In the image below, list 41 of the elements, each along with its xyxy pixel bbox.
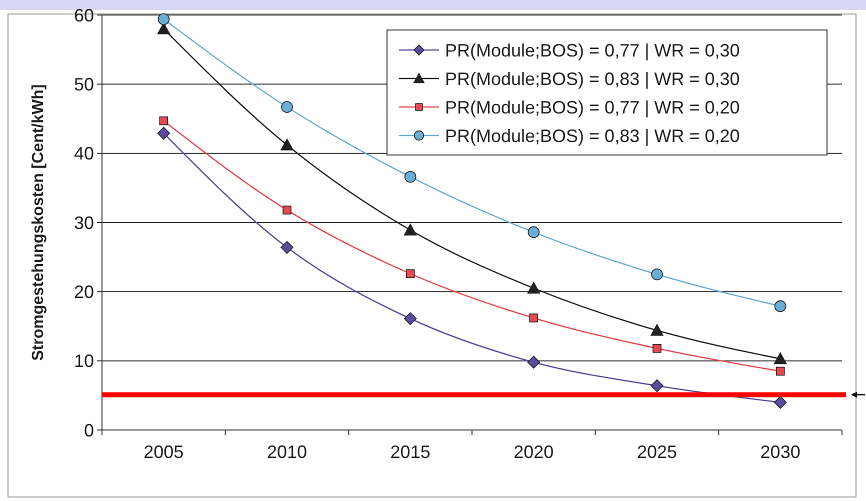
- point: [404, 312, 417, 326]
- point: [776, 366, 785, 376]
- legend-label: PR(Module;BOS) = 0,77 | WR = 0,30: [445, 40, 740, 60]
- x-tick-label: 2030: [760, 442, 800, 462]
- point: [527, 356, 540, 369]
- y-tick-label: 10: [74, 351, 94, 372]
- point: [159, 116, 168, 126]
- legend-label: PR(Module;BOS) = 0,77 | WR = 0,20: [445, 97, 740, 118]
- point: [774, 300, 786, 312]
- point: [527, 282, 540, 294]
- point: [282, 206, 292, 214]
- point: [529, 314, 538, 322]
- legend-label: PR(Module;BOS) = 0,83 | WR = 0,30: [445, 68, 740, 89]
- legend-label: PR(Module;BOS) = 0,83 | WR = 0,20: [445, 126, 740, 146]
- point: [774, 396, 787, 409]
- point: [406, 269, 415, 278]
- point: [281, 101, 293, 113]
- y-tick-label: 50: [74, 74, 94, 94]
- point: [280, 241, 294, 254]
- point: [404, 224, 417, 236]
- x-tick-label: 2020: [514, 442, 554, 462]
- y-tick-label: 30: [74, 212, 94, 233]
- x-tick-label: 2005: [144, 442, 184, 462]
- y-axis-title: Stromgestehungskosten [Cent/kWh]: [30, 84, 47, 361]
- point: [652, 344, 662, 353]
- x-tick-label: 2015: [390, 442, 430, 462]
- point: [280, 138, 294, 150]
- y-tick-label: 20: [74, 282, 94, 302]
- point: [158, 13, 170, 26]
- x-tick-label: 2025: [636, 442, 678, 462]
- point: [528, 226, 540, 238]
- point: [650, 379, 664, 392]
- point: [650, 324, 664, 336]
- y-tick-label: 40: [74, 144, 94, 164]
- y-tick-label: 0: [84, 420, 94, 440]
- point: [651, 268, 663, 280]
- point: [774, 352, 787, 364]
- point: [404, 170, 416, 183]
- x-tick-label: 2010: [266, 442, 308, 462]
- y-tick-label: 60: [74, 5, 94, 26]
- point: [157, 126, 170, 140]
